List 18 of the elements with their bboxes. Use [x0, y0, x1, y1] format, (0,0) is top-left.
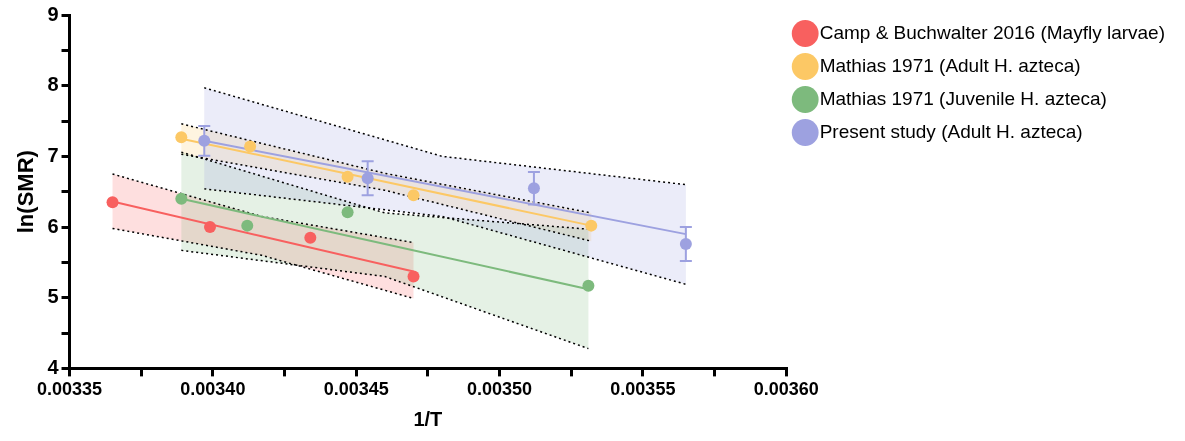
legend-label: Present study (Adult H. azteca) — [819, 120, 1083, 142]
legend-label: Mathias 1971 (Juvenile H. azteca) — [819, 87, 1107, 109]
x-axis-title: 1/T — [413, 407, 443, 430]
x-tick-label: 0.00340 — [180, 379, 246, 400]
x-tick-label: 0.00335 — [36, 379, 103, 400]
y-tick-label: 7 — [47, 143, 59, 166]
x-tick-label: 0.00355 — [610, 379, 676, 400]
y-tick-label: 4 — [47, 355, 60, 378]
x-tick-label: 0.00360 — [753, 379, 819, 400]
y-tick-label: 5 — [47, 285, 59, 308]
legend-label: Mathias 1971 (Adult H. azteca) — [819, 54, 1081, 76]
y-tick-label: 9 — [47, 2, 59, 25]
y-axis-title: ln(SMR) — [13, 150, 39, 234]
legend-label: Camp & Buchwalter 2016 (Mayfly larvae) — [819, 21, 1166, 43]
y-tick-label: 6 — [47, 214, 59, 237]
y-tick-label: 8 — [47, 73, 59, 96]
x-tick-label: 0.00345 — [323, 379, 389, 400]
x-tick-label: 0.00350 — [466, 379, 533, 400]
